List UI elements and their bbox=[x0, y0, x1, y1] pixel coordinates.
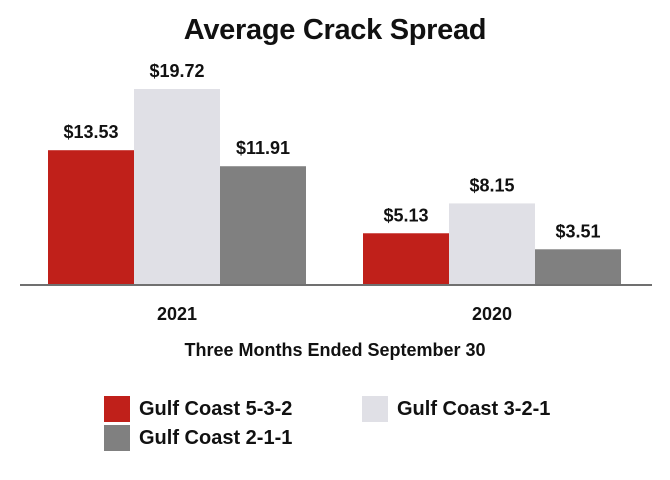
bar-gulf-coast-3-2-1-2020 bbox=[449, 203, 535, 284]
x-axis-label: Three Months Ended September 30 bbox=[184, 340, 486, 360]
data-label: $3.51 bbox=[555, 221, 600, 241]
data-label: $11.91 bbox=[236, 138, 290, 158]
data-label: $13.53 bbox=[63, 122, 118, 142]
x-tick-label-2020: 2020 bbox=[472, 304, 512, 324]
bar-gulf-coast-5-3-2-2021 bbox=[48, 150, 134, 284]
bar-gulf-coast-5-3-2-2020 bbox=[363, 233, 449, 284]
x-tick-label-2021: 2021 bbox=[157, 304, 197, 324]
data-label: $8.15 bbox=[469, 175, 514, 195]
bar-gulf-coast-2-1-1-2021 bbox=[220, 166, 306, 284]
data-label: $5.13 bbox=[383, 205, 428, 225]
chart-title: Average Crack Spread bbox=[183, 14, 487, 46]
data-label: $19.72 bbox=[149, 61, 204, 81]
bar-gulf-coast-2-1-1-2020 bbox=[535, 249, 621, 284]
bar-gulf-coast-3-2-1-2021 bbox=[134, 89, 220, 284]
